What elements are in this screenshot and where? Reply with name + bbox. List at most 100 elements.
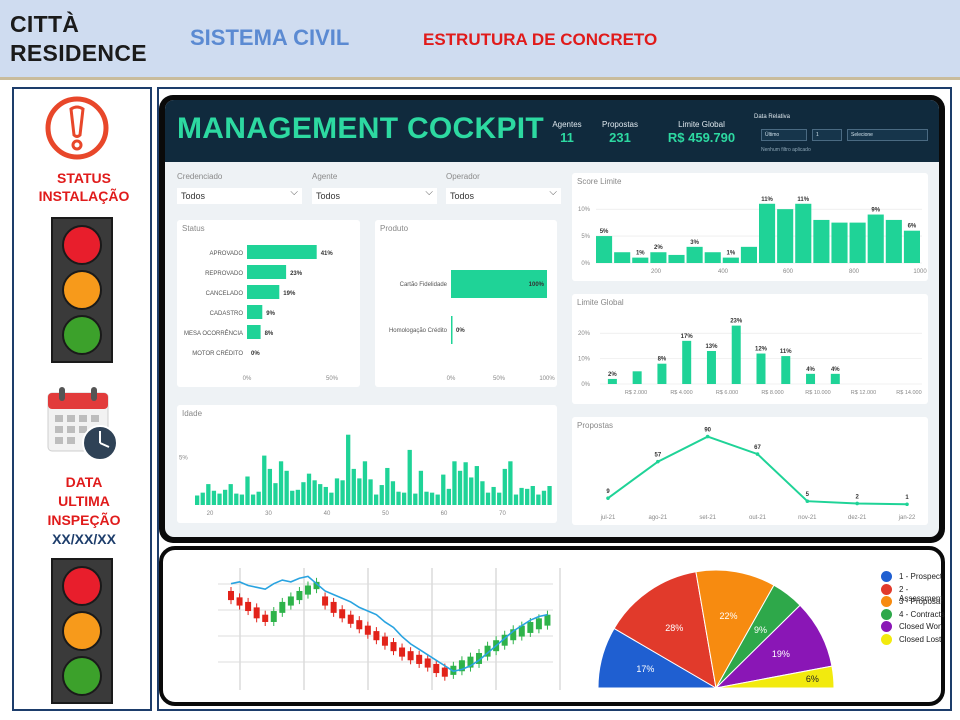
idade-x-tick: 40 xyxy=(324,511,331,517)
idade-bar xyxy=(211,490,217,505)
limite-bar xyxy=(731,325,741,384)
idade-bar xyxy=(396,491,401,505)
produto-chart-title: Produto xyxy=(380,224,409,233)
red-lamp xyxy=(62,566,102,606)
date-number-input[interactable]: 1 xyxy=(812,129,842,141)
legend-swatch xyxy=(881,621,892,632)
traffic-light-status xyxy=(51,217,113,363)
produto-category-label: Homologação Crédito xyxy=(389,328,448,334)
status-chart-title: Status xyxy=(182,224,205,233)
propostas-x-tick: jan-22 xyxy=(898,515,916,521)
candle-body xyxy=(304,585,311,595)
idade-x-tick: 70 xyxy=(499,511,506,517)
idade-bar xyxy=(346,434,351,505)
legend-swatch xyxy=(881,583,892,595)
legend-swatch xyxy=(881,596,892,607)
filter-select-operador[interactable]: Todos xyxy=(446,187,561,204)
score-bar xyxy=(813,219,830,263)
idade-bar xyxy=(469,477,474,505)
system-title: SISTEMA CIVIL xyxy=(190,25,350,50)
idade-bar xyxy=(334,478,340,505)
idade-bar xyxy=(429,492,435,505)
candle-body xyxy=(544,614,551,626)
propostas-point xyxy=(606,496,610,500)
propostas-point xyxy=(755,452,760,456)
idade-x-tick: 60 xyxy=(441,511,448,517)
idade-bar xyxy=(245,476,250,505)
idade-bar xyxy=(547,486,552,505)
idade-bar xyxy=(452,461,457,505)
pie-legend-item: Closed Lost xyxy=(881,633,941,645)
idade-bar xyxy=(195,495,200,505)
limite-x-tick: R$ 6.000 xyxy=(716,390,738,396)
propostas-x-tick: nov-21 xyxy=(798,515,817,521)
legend-label: Closed Won xyxy=(899,622,943,631)
idade-bar xyxy=(222,489,228,505)
status-data-label: 9% xyxy=(266,311,275,317)
propostas-x-tick: dez-21 xyxy=(848,515,867,521)
pie-slice-label: 28% xyxy=(665,623,683,633)
produto-tick-label: 100% xyxy=(539,376,555,382)
filter-select-agente[interactable]: Todos xyxy=(312,187,437,204)
score-data-label: 2% xyxy=(654,245,663,251)
legend-label: 1 - Prospect xyxy=(899,572,943,581)
idade-bar xyxy=(306,473,312,505)
propostas-x-tick: ago-21 xyxy=(648,515,667,521)
pie-slice-label: 22% xyxy=(719,611,737,621)
legend-label: 4 - Contracts xyxy=(899,609,945,619)
idade-bar xyxy=(318,484,323,505)
green-lamp xyxy=(62,656,102,696)
filter-select-credenciado[interactable]: Todos xyxy=(177,187,302,204)
kpi-label: Agentes xyxy=(552,120,582,129)
status-chart-card: Status APROVADO 41% REPROVADO 23% CANCELADO 1… xyxy=(177,220,360,387)
score-data-label: 6% xyxy=(908,224,917,230)
limite-data-label: 2% xyxy=(608,372,617,378)
pie-legend-item: 1 - Prospect xyxy=(881,571,943,582)
score-bar xyxy=(668,254,685,263)
idade-bar xyxy=(474,466,479,505)
date-unit-select[interactable]: Selecione xyxy=(847,129,928,141)
legend-label: 2 - Assessment xyxy=(899,584,943,603)
candle-body xyxy=(339,609,346,619)
score-bar xyxy=(903,230,920,263)
date-range-label: Data Relativa xyxy=(754,114,791,120)
limite-y-tick: 10% xyxy=(578,357,591,363)
score-bar xyxy=(777,209,794,263)
candle-body xyxy=(373,631,380,641)
date-filter-status: Nenhum filtro aplicado xyxy=(761,147,811,153)
kpi-value: 11 xyxy=(560,130,574,145)
status-category-label: CADASTRO xyxy=(210,311,244,317)
idade-bar xyxy=(446,488,452,505)
score-x-tick: 400 xyxy=(718,269,729,275)
amber-lamp xyxy=(62,611,102,651)
score-limite-chart-title: Score Limite xyxy=(577,177,622,186)
status-bar xyxy=(247,305,263,319)
propostas-chart-card: Propostas 9 jul-21 57 ago-21 90 set-21 67 out-2… xyxy=(572,417,928,525)
idade-bar xyxy=(290,490,295,505)
score-data-label: 1% xyxy=(726,251,735,257)
idade-bar xyxy=(267,468,273,505)
filter-label-operador: Operador xyxy=(446,172,480,181)
idade-bar xyxy=(502,468,507,505)
idade-bar xyxy=(284,470,289,505)
status-category-label: APROVADO xyxy=(209,251,243,257)
cockpit-title: MANAGEMENT COCKPIT xyxy=(177,112,545,145)
idade-bar xyxy=(390,481,396,505)
idade-bar xyxy=(340,480,345,505)
status-data-label: 8% xyxy=(265,331,274,337)
status-tick-label: 50% xyxy=(326,376,339,382)
date-period-select[interactable]: Último xyxy=(761,129,807,141)
limite-data-label: 12% xyxy=(755,347,768,353)
idade-bar xyxy=(200,492,205,505)
idade-bar xyxy=(480,481,485,505)
propostas-point xyxy=(656,459,660,464)
propostas-point xyxy=(855,501,859,506)
candle-body xyxy=(441,667,448,677)
produto-category-label: Cartão Fidelidade xyxy=(400,282,448,288)
idade-bar xyxy=(301,482,306,505)
idade-bar xyxy=(457,470,463,505)
candle-body xyxy=(416,654,423,664)
status-bar xyxy=(247,265,287,279)
idade-bar xyxy=(329,492,334,505)
limite-y-tick: 0% xyxy=(581,382,590,388)
